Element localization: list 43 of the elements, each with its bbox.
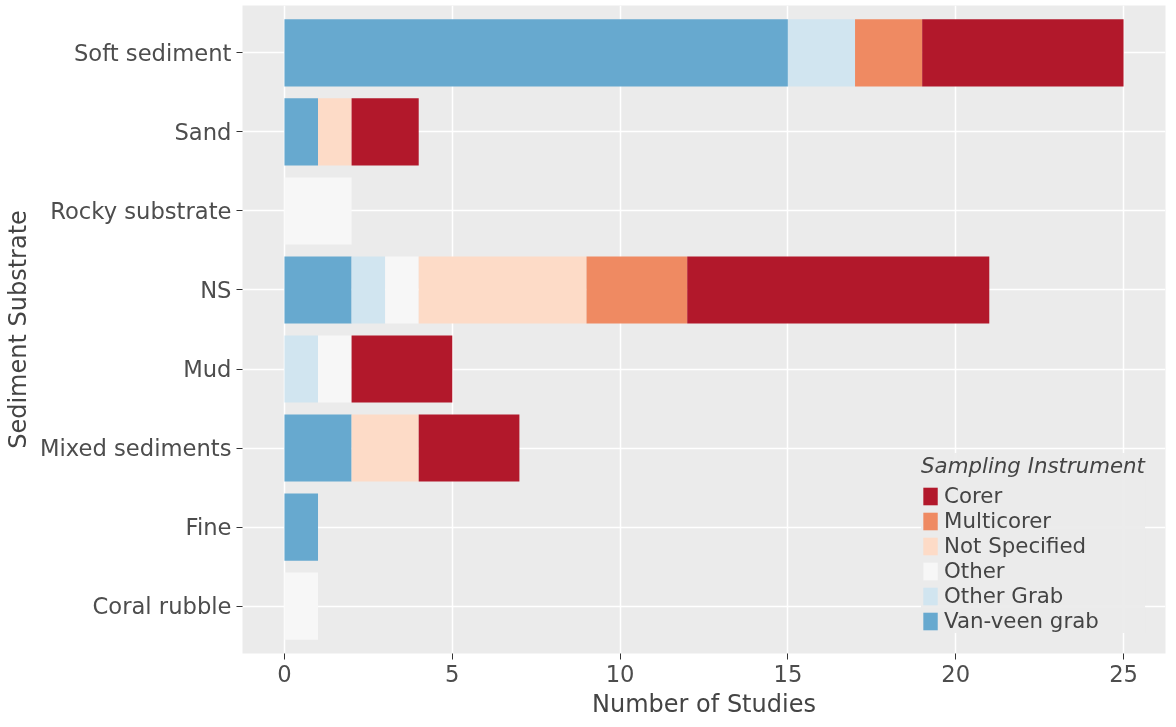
x-tick-label: 15 [773,660,803,687]
legend-label: Van-veen grab [944,608,1099,633]
x-tick-label: 0 [277,660,292,687]
legend-label: Other [944,558,1005,583]
y-tick-label: Fine [185,514,232,541]
bar [351,256,386,324]
y-tick-label: Rocky substrate [50,197,232,224]
x-axis-title: Number of Studies [592,689,816,718]
bar [318,98,352,166]
bar [385,256,419,324]
bar [922,19,1124,87]
bar [284,335,319,403]
bar [418,414,520,482]
x-tick-label: 20 [941,660,971,687]
legend-label: Not Specified [944,533,1087,558]
bar [351,98,419,166]
y-axis-title: Sediment Substrate [3,210,32,449]
bar [687,256,990,324]
y-tick-label: Mud [183,356,232,383]
bar [284,98,319,166]
legend-title: Sampling Instrument [921,453,1145,478]
bar [586,256,688,324]
bar [351,414,419,482]
y-tick-label: Coral rubble [92,593,232,620]
y-tick-label: Sand [174,118,232,145]
bar [284,493,319,561]
x-tick-label: 25 [1109,660,1138,687]
legend-label: Corer [944,483,1003,508]
y-tick-label: Mixed sediments [39,435,232,462]
legend-label: Multicorer [944,508,1052,533]
y-tick-label: Soft sediment [73,39,232,66]
legend-label: Other Grab [944,583,1064,608]
bar [351,335,453,403]
x-tick-label: 5 [445,660,460,687]
bar [284,19,788,87]
bar [318,335,352,403]
y-tick-label: NS [200,276,232,303]
bar [284,256,352,324]
bar [284,414,352,482]
x-tick-label: 10 [605,660,635,687]
bar [855,19,923,87]
bar [787,19,856,87]
bar [418,256,587,324]
